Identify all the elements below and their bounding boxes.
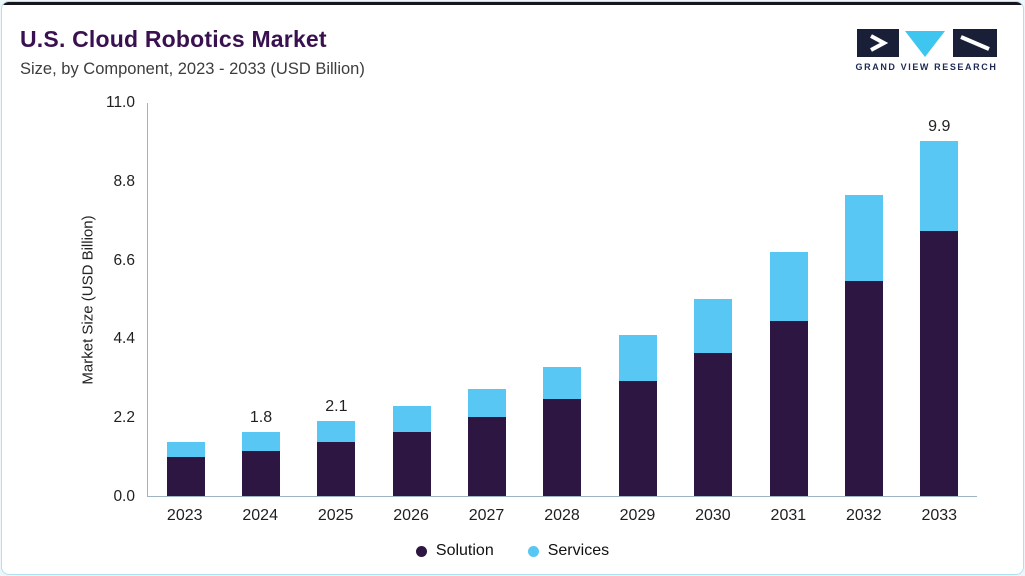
bar-value-label-2024: 1.8 — [249, 408, 273, 426]
bar-segment-services-2025 — [317, 420, 356, 443]
bar-group-2024: 1.8 — [223, 103, 298, 496]
stacked-bar-2025: 2.1 — [317, 398, 356, 496]
bar-group-2023 — [148, 103, 223, 496]
bar-segment-solution-2026 — [392, 431, 431, 496]
bar-segment-solution-2031 — [769, 320, 808, 496]
x-tick-label-2026: 2026 — [393, 507, 429, 524]
y-tick-label-2.2: 2.2 — [113, 409, 135, 427]
legend-dot-solution — [415, 545, 427, 557]
bar-segment-solution-2029 — [618, 381, 657, 496]
plot-area: 1.8 2.1 9.9 — [147, 103, 977, 497]
stacked-bar-2029 — [618, 334, 657, 496]
bar-segment-solution-2033 — [920, 230, 959, 496]
y-tick-label-6.6: 6.6 — [113, 251, 135, 269]
y-tick-label-0.0: 0.0 — [113, 488, 135, 505]
x-tick-label-2028: 2028 — [544, 507, 580, 524]
x-tick-label-2024: 2024 — [242, 507, 278, 524]
bar-group-2032 — [826, 103, 901, 496]
bar-group-2033: 9.9 — [902, 103, 977, 496]
gvr-logo-icon — [856, 29, 997, 57]
bar-segment-solution-2024 — [242, 451, 281, 496]
bar-segment-services-2031 — [769, 252, 808, 321]
y-axis-ticks: 0.0 2.2 4.4 6.6 8.8 11.0 — [57, 94, 135, 505]
stacked-bar-2026 — [392, 406, 431, 496]
bar-segment-solution-2027 — [468, 417, 507, 496]
bar-segment-services-2028 — [543, 367, 582, 400]
bar-segment-solution-2025 — [317, 442, 356, 496]
bar-segment-services-2026 — [392, 406, 431, 432]
x-tick-label-2029: 2029 — [619, 507, 656, 524]
grand-view-research-logo: GRAND VIEW RESEARCH — [854, 28, 999, 72]
legend-dot-services — [527, 545, 539, 557]
chart-title: U.S. Cloud Robotics Market — [20, 26, 327, 52]
bar-group-2026 — [374, 103, 449, 496]
bar-segment-services-2032 — [844, 195, 883, 282]
legend-item-services: Services — [527, 542, 610, 560]
bar-segment-services-2023 — [166, 442, 205, 457]
chart-subtitle: Size, by Component, 2023 - 2033 (USD Bil… — [20, 60, 365, 78]
stacked-bar-2030 — [694, 299, 733, 496]
bar-segment-services-2024 — [242, 431, 281, 452]
chart-header: U.S. Cloud Robotics Market Size, by Comp… — [20, 26, 365, 79]
bar-group-2030 — [676, 103, 751, 496]
stacked-bar-2032 — [844, 195, 883, 496]
logo-text: GRAND VIEW RESEARCH — [855, 62, 998, 72]
bar-segment-solution-2030 — [694, 352, 733, 496]
stacked-bar-2028 — [543, 367, 582, 496]
stacked-bar-2023 — [166, 442, 205, 496]
x-tick-label-2033: 2033 — [921, 507, 958, 524]
bar-value-label-2033: 9.9 — [928, 118, 951, 136]
legend-label-solution: Solution — [435, 542, 494, 559]
bar-value-label-2025: 2.1 — [325, 397, 348, 415]
x-tick-label-2023: 2023 — [166, 507, 203, 524]
bar-group-2025: 2.1 — [299, 103, 374, 496]
bar-segment-services-2029 — [618, 334, 657, 382]
legend-label-services: Services — [547, 542, 610, 559]
x-tick-label-2025: 2025 — [317, 507, 354, 524]
x-axis-labels: 2023 2024 2025 2026 2027 2028 2029 2030 2031 2032… — [147, 507, 977, 525]
bar-group-2031 — [751, 103, 826, 496]
bar-group-2029 — [600, 103, 675, 496]
bar-segment-services-2027 — [468, 388, 507, 418]
x-tick-label-2030: 2030 — [695, 507, 731, 524]
y-tick-label-8.8: 8.8 — [113, 172, 135, 190]
stacked-bar-2031 — [769, 252, 808, 496]
stacked-bar-2027 — [468, 388, 507, 496]
bar-segment-services-2033 — [920, 141, 959, 231]
y-tick-label-11.0: 11.0 — [105, 94, 135, 111]
y-tick-label-4.4: 4.4 — [113, 330, 135, 348]
legend: Solution Services — [2, 542, 1023, 560]
x-tick-label-2027: 2027 — [468, 507, 505, 524]
legend-item-solution: Solution — [415, 542, 494, 560]
stacked-bar-2033: 9.9 — [920, 118, 959, 496]
top-accent-rule — [2, 2, 1023, 5]
bar-segment-solution-2032 — [844, 281, 883, 496]
x-tick-label-2031: 2031 — [770, 507, 807, 524]
bar-segment-solution-2028 — [543, 399, 582, 496]
x-tick-label-2032: 2032 — [846, 507, 882, 524]
bar-group-2028 — [525, 103, 600, 496]
bar-group-2027 — [449, 103, 524, 496]
bar-segment-services-2030 — [694, 299, 733, 353]
stacked-bar-2024: 1.8 — [242, 409, 281, 496]
bar-segment-solution-2023 — [166, 456, 205, 496]
